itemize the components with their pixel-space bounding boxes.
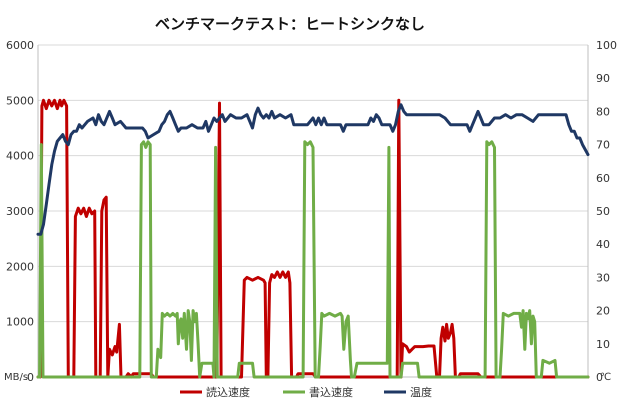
right-tick-label: 40 xyxy=(596,238,610,251)
left-tick-label: 3000 xyxy=(6,205,34,218)
left-tick-label: 1000 xyxy=(6,316,34,329)
legend-label: 読込速度 xyxy=(206,385,250,399)
left-tick-label: 0 xyxy=(27,371,34,384)
legend-label: 書込速度 xyxy=(309,385,353,399)
series-line-温度 xyxy=(36,103,590,236)
right-tick-label: 0 xyxy=(596,371,603,384)
right-tick-label: 100 xyxy=(596,39,617,52)
right-tick-label: 20 xyxy=(596,305,610,318)
right-tick-label: 90 xyxy=(596,72,610,85)
legend-item: 書込速度 xyxy=(283,385,353,399)
legend-item: 読込速度 xyxy=(180,385,250,399)
legend-label: 温度 xyxy=(410,385,432,399)
left-tick-label: 4000 xyxy=(6,150,34,163)
left-axis-ticks: 0 1000 2000 3000 4000 5000 6000 xyxy=(6,39,34,384)
right-tick-label: 10 xyxy=(596,338,610,351)
left-axis-unit: MB/s xyxy=(4,372,28,383)
right-tick-label: 70 xyxy=(596,139,610,152)
series-line-書込速度 xyxy=(36,140,590,379)
plot-area xyxy=(36,98,590,379)
right-tick-label: 60 xyxy=(596,172,610,185)
left-tick-label: 2000 xyxy=(6,260,34,273)
right-axis-ticks: 0 10 20 30 40 50 60 70 80 90 100 xyxy=(596,39,617,384)
left-tick-label: 6000 xyxy=(6,39,34,52)
chart-title: ベンチマークテスト：ヒートシンクなし xyxy=(155,15,425,33)
legend: 読込速度 書込速度 温度 xyxy=(180,385,432,399)
legend-item: 温度 xyxy=(384,385,432,399)
left-tick-label: 5000 xyxy=(6,94,34,107)
series-line-読込速度 xyxy=(36,98,590,379)
right-tick-label: 30 xyxy=(596,271,610,284)
right-tick-label: 50 xyxy=(596,205,610,218)
right-axis-unit: ℃ xyxy=(600,372,611,383)
right-tick-label: 80 xyxy=(596,105,610,118)
